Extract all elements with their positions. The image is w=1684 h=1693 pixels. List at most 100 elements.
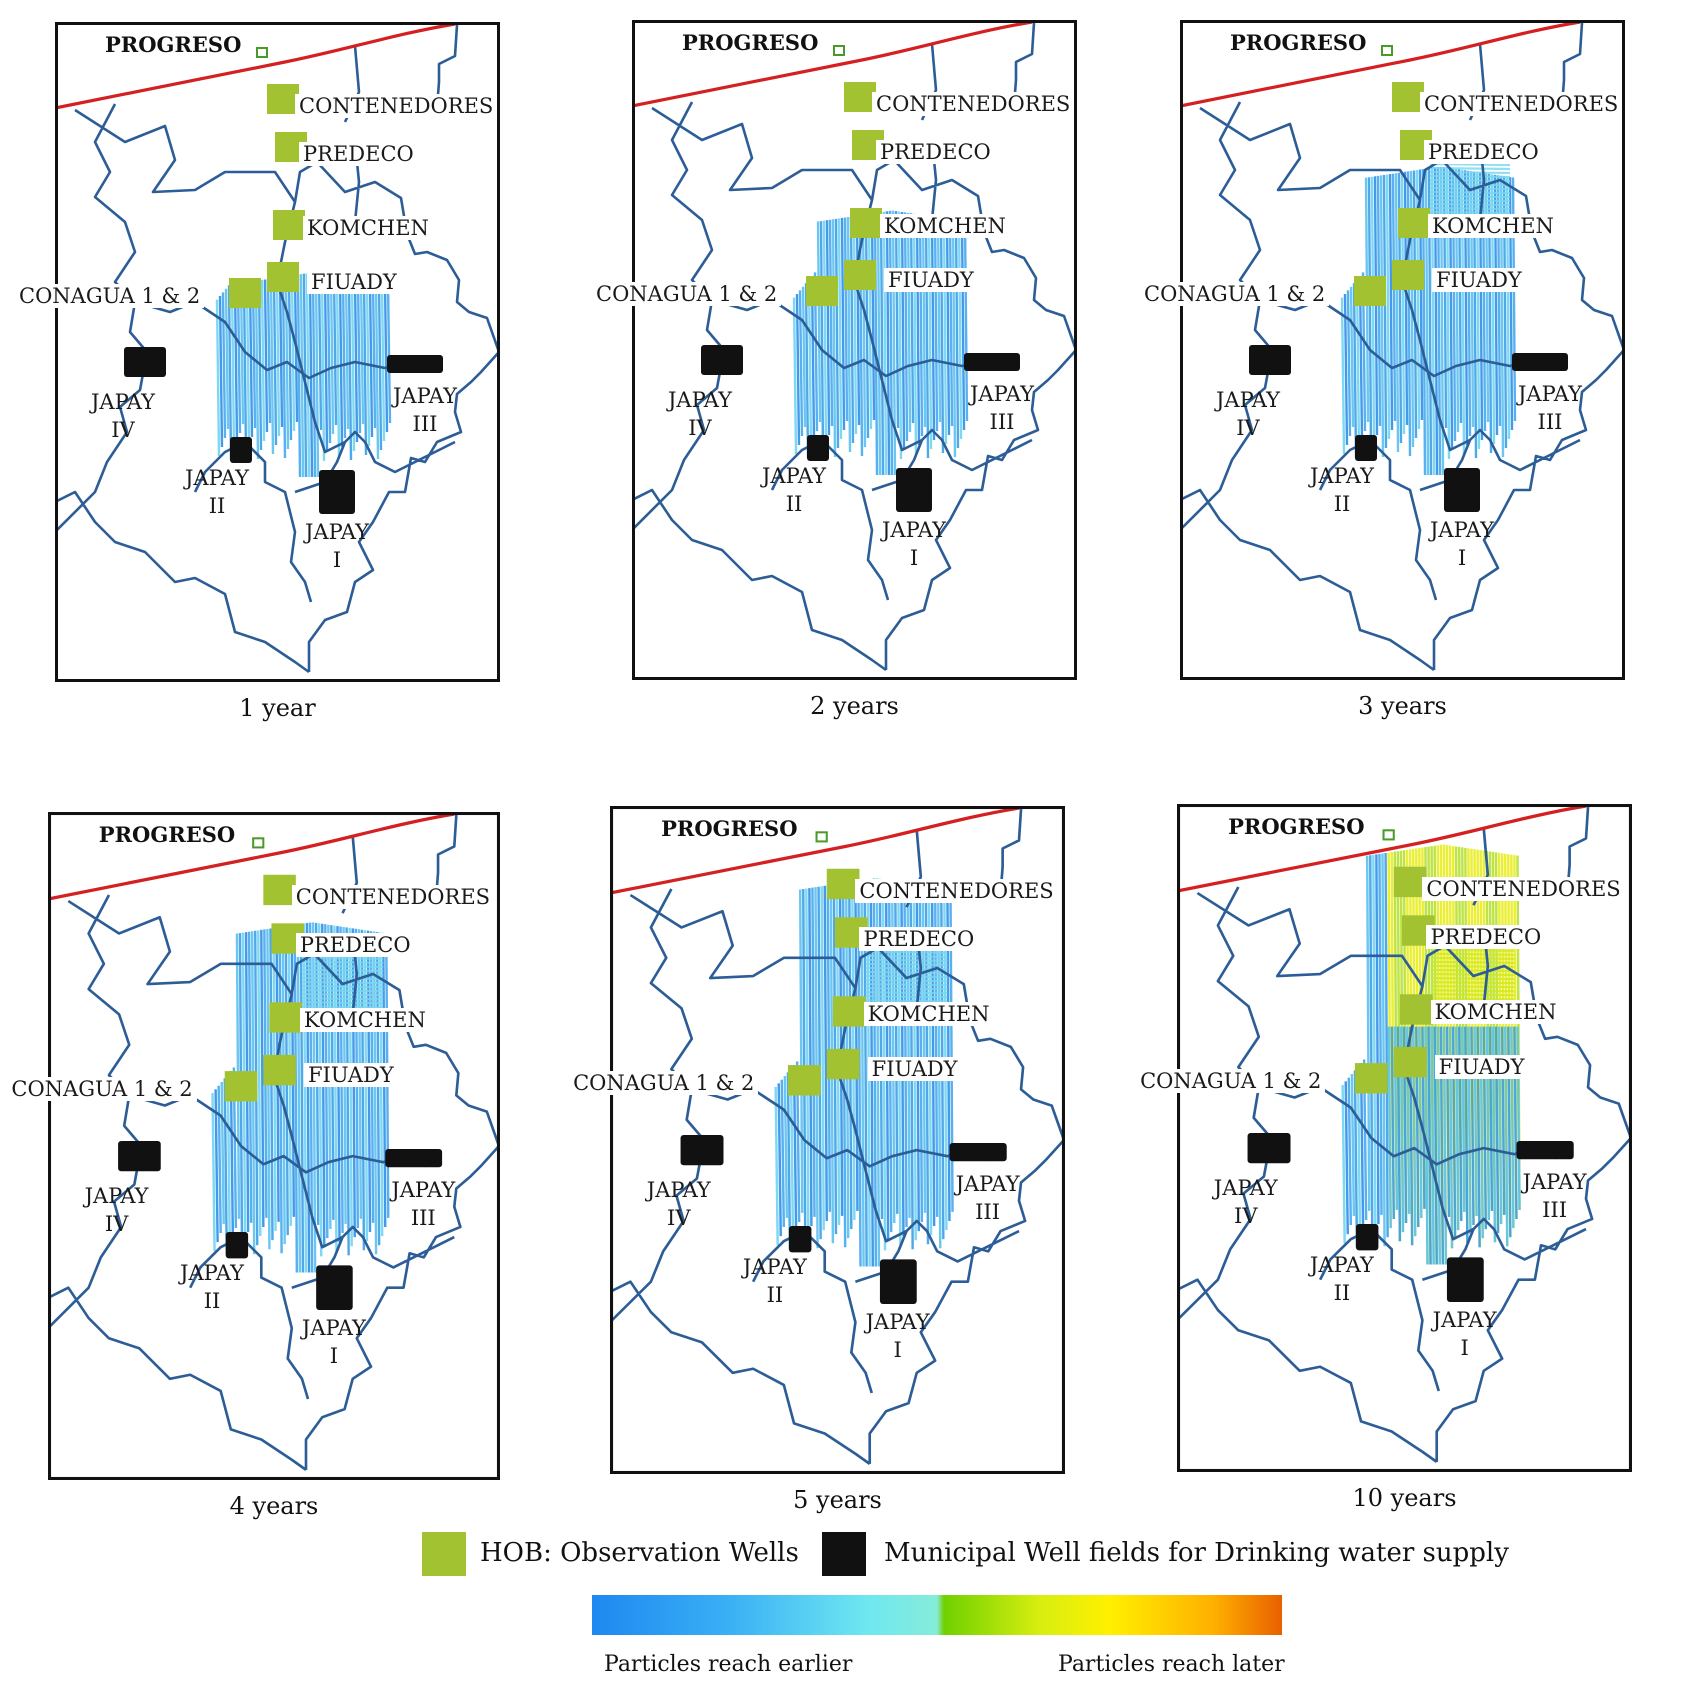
particle-path xyxy=(873,212,879,476)
panel-caption: 10 years xyxy=(1352,1484,1457,1512)
particle-path xyxy=(849,216,855,444)
municipal-well-field xyxy=(1249,345,1291,375)
particle-path xyxy=(299,274,305,478)
particle-path xyxy=(217,1085,222,1234)
municipal-well-field xyxy=(1444,468,1480,512)
municipal-boundary xyxy=(55,24,500,674)
particle-path xyxy=(795,293,801,446)
municipal-well-field xyxy=(788,1226,812,1253)
particle-path xyxy=(825,220,831,436)
municipal-well-field xyxy=(385,1149,443,1168)
particle-path xyxy=(894,211,900,429)
map-panel-6: PROGRESO CONTENEDORES PREDECO KOMCHEN FIUADY… xyxy=(1136,804,1632,1522)
progreso-marker xyxy=(1381,45,1393,56)
observation-well-conagua xyxy=(224,1071,258,1102)
observation-well-conagua xyxy=(1354,1063,1388,1094)
particle-path xyxy=(900,211,906,451)
particle-path xyxy=(1432,948,1515,952)
particle-path xyxy=(891,210,897,476)
particle-path xyxy=(287,275,293,441)
particle-path xyxy=(338,275,344,448)
particle-path xyxy=(885,211,891,476)
legend-observation-label: HOB: Observation Wells xyxy=(480,1538,799,1568)
particle-path xyxy=(1442,167,1448,429)
particle-path xyxy=(1355,279,1361,450)
observation-well-komchen xyxy=(850,208,882,238)
municipal-well-field xyxy=(1355,1224,1379,1251)
particle-path xyxy=(811,887,816,1217)
particle-path xyxy=(374,281,380,460)
progreso-marker xyxy=(815,831,828,843)
particle-path xyxy=(936,217,942,423)
particle-path xyxy=(245,282,251,447)
particle-path xyxy=(301,1005,384,1009)
particle-path xyxy=(281,926,286,1245)
particle-path xyxy=(1394,173,1400,453)
particle-path xyxy=(939,217,945,454)
progreso-marker xyxy=(1382,829,1395,841)
particle-path xyxy=(266,928,271,1250)
particle-path xyxy=(1430,1026,1435,1265)
label-progreso: PROGRESO xyxy=(105,32,242,57)
label-conagua: CONAGUA 1 & 2 xyxy=(7,1077,197,1102)
particle-path xyxy=(918,214,924,437)
label-contenedores: CONTENEDORES xyxy=(295,94,498,118)
label-japay-iii: JAPAY III xyxy=(955,1172,1020,1225)
particle-path xyxy=(329,274,335,435)
particle-path xyxy=(345,927,350,1256)
municipal-boundary xyxy=(610,808,1065,1465)
particle-path xyxy=(903,212,909,442)
particle-path xyxy=(820,886,825,1231)
particle-path xyxy=(1429,194,1511,199)
particle-path xyxy=(323,273,329,453)
particle-path xyxy=(230,284,236,452)
particle-path xyxy=(365,279,371,447)
particle-path xyxy=(834,218,840,449)
particle-path xyxy=(301,968,384,973)
label-conagua: CONAGUA 1 & 2 xyxy=(592,282,782,306)
particle-plume xyxy=(1340,158,1517,476)
particle-path xyxy=(236,283,242,434)
label-komchen: KOMCHEN xyxy=(303,216,433,240)
particle-path xyxy=(1388,174,1394,431)
particle-path xyxy=(921,215,927,428)
label-japay-iii: JAPAY III xyxy=(1522,1170,1587,1223)
particle-path xyxy=(266,279,272,424)
label-fiuady: FIUADY xyxy=(884,268,978,292)
particle-path xyxy=(1343,293,1349,446)
municipal-boundary xyxy=(1180,22,1625,672)
coastline xyxy=(610,806,1020,895)
progreso-marker xyxy=(252,837,265,849)
particle-path xyxy=(954,220,960,449)
municipal-well-field xyxy=(680,1134,724,1166)
observation-well-komchen xyxy=(269,1002,302,1033)
particle-path xyxy=(1448,168,1454,451)
particle-path xyxy=(301,989,384,993)
particle-path xyxy=(852,216,858,435)
particle-path xyxy=(326,273,332,444)
particle-path xyxy=(1349,286,1355,428)
particle-path xyxy=(226,1074,232,1247)
particle-path xyxy=(789,1068,795,1241)
label-japay-iv: JAPAY IV xyxy=(1213,1176,1278,1229)
label-japay-iv: JAPAY IV xyxy=(84,1184,149,1237)
particle-path xyxy=(1429,198,1511,203)
coastline xyxy=(55,22,456,110)
label-contenedores: CONTENEDORES xyxy=(1422,876,1625,901)
observation-well-fiuady xyxy=(1393,1046,1427,1078)
label-japay-i: JAPAY I xyxy=(865,1310,930,1362)
particle-path xyxy=(909,213,915,424)
particle-path xyxy=(211,1092,216,1252)
municipal-well-field xyxy=(230,437,252,463)
map-panel-1: PROGRESO CONTENEDORES PREDECO KOMCHEN FIUADY… xyxy=(15,22,500,732)
legend-municipal-label: Municipal Well fields for Drinking water… xyxy=(884,1538,1509,1568)
particle-path xyxy=(257,930,262,1237)
particle-path xyxy=(865,962,948,967)
map-frame xyxy=(1177,804,1632,1472)
particle-path xyxy=(865,987,948,991)
label-komchen: KOMCHEN xyxy=(1430,1000,1561,1025)
particle-path xyxy=(867,213,873,430)
map-canvas xyxy=(632,20,1077,680)
particle-path xyxy=(1432,956,1515,960)
particle-path xyxy=(1429,182,1511,187)
